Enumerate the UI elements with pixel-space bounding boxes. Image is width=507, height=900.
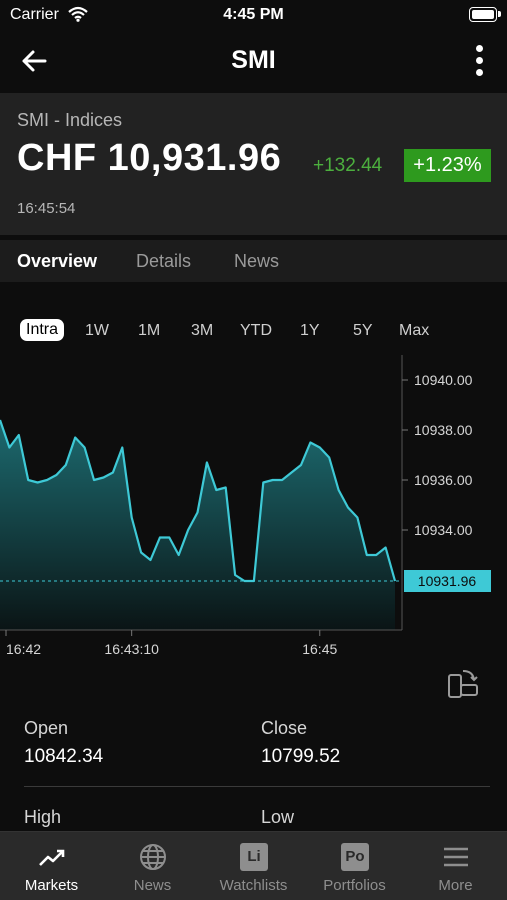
range-5y[interactable]: 5Y [353,322,373,339]
menu-icon [444,847,468,867]
nav-bar: SMI [0,30,507,92]
instrument-subtitle: SMI - Indices [17,110,123,130]
tabbar-label: More [438,877,473,894]
intraday-chart[interactable]: 10940.00 10938.00 10936.00 10934.00 16:42 16… [0,355,507,665]
carrier-label: Carrier [10,6,59,23]
tabbar-portfolios[interactable]: Po Portfolios [304,832,405,900]
tab-news[interactable]: News [234,251,280,271]
range-intra[interactable]: Intra [20,319,65,341]
portfolios-icon: Po [341,843,369,871]
y-tick-label: 10940.00 [414,372,473,388]
tabbar-news[interactable]: News [102,832,203,900]
time-range-selector: Intra 1W 1M 3M YTD 1Y 5Y Max [0,317,507,349]
open-label: Open [24,718,69,738]
range-1m[interactable]: 1M [138,322,161,339]
range-1y[interactable]: 1Y [300,322,320,339]
tabbar-label: Portfolios [323,877,386,894]
battery-icon [469,7,501,22]
y-tick-label: 10938.00 [414,422,473,438]
tabbar-markets[interactable]: Markets [1,832,102,900]
percent-change-badge: +1.23% [404,149,491,182]
quote-header: SMI - Indices CHF 10,931.96 +132.44 +1.2… [0,93,507,235]
bottom-tab-bar: Markets News Li Watchlists Po Portfolios… [0,831,507,900]
trending-up-icon [39,849,65,866]
close-value: 10799.52 [261,746,341,767]
quote-timestamp: 16:45:54 [17,200,76,217]
status-bar: Carrier 4:45 PM [0,0,507,30]
x-tick-label: 16:45 [302,641,337,657]
range-3m[interactable]: 3M [191,322,214,339]
tab-details[interactable]: Details [136,251,192,271]
rotate-screen-icon[interactable] [445,665,481,701]
back-arrow-icon[interactable] [18,44,52,78]
wifi-icon [68,6,88,22]
y-tick-label: 10936.00 [414,472,473,488]
x-tick-label: 16:42 [6,641,41,657]
tab-overview[interactable]: Overview [17,251,98,271]
range-1w[interactable]: 1W [85,322,109,339]
close-label: Close [261,718,308,738]
chart-area-fill [0,420,395,630]
clock: 4:45 PM [223,6,284,23]
high-label: High [24,807,62,827]
stats-divider [24,786,490,787]
chart-price-line [0,419,397,583]
last-price: CHF 10,931.96 [17,137,282,179]
tabbar-label: News [133,877,172,894]
range-ytd[interactable]: YTD [240,322,272,339]
more-options-icon[interactable] [469,42,489,82]
tabbar-watchlists[interactable]: Li Watchlists [203,832,304,900]
watchlists-icon: Li [240,843,268,871]
page-title: SMI [231,46,276,74]
detail-tabs: Overview Details News [0,240,507,282]
price-change: +132.44 [313,155,383,176]
tabbar-more[interactable]: More [405,832,506,900]
last-value-label: 10931.96 [418,573,477,589]
globe-icon [140,844,166,870]
y-tick-label: 10934.00 [414,522,473,538]
last-value-badge [404,570,491,592]
tabbar-label: Markets [24,877,79,894]
x-tick-label: 16:43:10 [104,641,159,657]
range-max[interactable]: Max [399,322,430,339]
tabbar-label: Watchlists [219,877,288,894]
low-label: Low [261,807,295,827]
open-value: 10842.34 [24,746,104,767]
